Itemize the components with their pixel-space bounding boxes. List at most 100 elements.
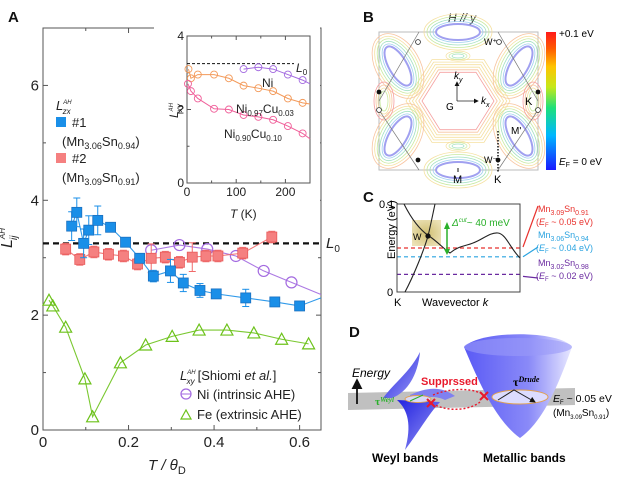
inset-x-axis-label: T (K) [230, 207, 257, 221]
gap-arrow-head-up [444, 222, 450, 229]
contour-pocket [423, 13, 493, 51]
contour-ring [418, 69, 498, 133]
band-dispersion-plot: W Δcut~ 40 meV Energy (eV) 0.1 0 K Wavev… [379, 199, 593, 309]
data-point-triangle [138, 337, 153, 351]
contour-ellipse [504, 45, 534, 87]
data-point-square [269, 296, 281, 308]
contour-pocket [429, 156, 487, 184]
energy-tick-0.1: 0.1 [379, 199, 394, 211]
data-point-square [174, 256, 185, 268]
weyl-point-filled [415, 157, 421, 163]
inset-y-axis-label: LAHxy [167, 102, 184, 118]
inset-data-point [298, 98, 307, 107]
contour-side [522, 81, 544, 121]
inset-data-point [239, 65, 248, 74]
inset-data-point [210, 70, 219, 79]
data-point-square [88, 246, 100, 258]
fermi-level-pointer [522, 246, 539, 258]
brillouin-zone-lines [378, 31, 539, 171]
y-tick-label: 0 [31, 422, 39, 439]
ef-label: EF ~ 0.05 eV [553, 393, 612, 406]
contour-ellipse [381, 113, 415, 159]
contour-ellipse [495, 105, 543, 167]
energy-label: Energy [352, 366, 391, 380]
k-point-label: K [394, 297, 402, 309]
data-point-square [177, 277, 189, 289]
weyl-point-filled [535, 89, 541, 95]
data-point-square [210, 288, 222, 300]
inset-data-point [193, 70, 202, 79]
inset-x-tick-label: 0 [184, 185, 191, 199]
legend-entry-1-formula: (Mn3.06Sn0.94) [62, 134, 140, 151]
contour-inner [448, 52, 468, 60]
legend-entry-fe: Fe (extrinsic AHE) [197, 407, 302, 422]
fermi-level-energy: (EF ~ 0.05 eV) [536, 217, 593, 229]
gap-annotation: Δcut~ 40 meV [451, 218, 510, 229]
contour-ring [415, 66, 501, 136]
data-point-circle [173, 238, 186, 252]
label-k-bottom: K [494, 174, 502, 186]
panel-label-c: C [363, 189, 374, 206]
legend-lxy: LAH xy [Shiomi et al.] Ni (intrinsic AHE) … [179, 368, 302, 422]
label-w-minus: W⁻ [484, 155, 497, 165]
data-point-triangle [165, 329, 180, 342]
suppressed-label: Supprssed [421, 376, 478, 388]
fermi-surface-map: H // y ky kx G W⁺ [371, 11, 602, 189]
inset-data-point [254, 63, 263, 72]
metallic-cone [464, 334, 572, 438]
x-tick-label: 0.6 [289, 434, 310, 451]
contour-pocket [429, 18, 487, 46]
inset-y-tick-label: 2 [177, 103, 184, 117]
fermi-level-energy: (EF ~ 0.02 eV) [536, 271, 593, 283]
weyl-point-filled [495, 157, 501, 163]
contour-ellipse [495, 35, 543, 97]
contour-ellipse [379, 110, 417, 162]
inset-data-point [269, 87, 278, 96]
legend-entry-ni: Ni (intrinsic AHE) [197, 387, 295, 402]
panel-label-d: D [349, 324, 360, 341]
contour-ellipse [497, 108, 541, 164]
inset-l0-label: L0 [296, 61, 308, 77]
data-point-triangle [45, 298, 60, 312]
contour-lines [371, 13, 546, 189]
data-point-square [266, 231, 278, 243]
data-point-circle [285, 276, 298, 289]
inset-label-ni: Ni [262, 76, 273, 90]
data-point-square [60, 243, 72, 255]
contour-ellipse [376, 38, 420, 94]
contour-ellipse [497, 38, 541, 94]
fermi-level-energy: (EF ~ 0.04 eV) [536, 243, 593, 255]
inset-data-point [269, 65, 278, 74]
contour-inner [451, 143, 465, 149]
energy-tick-0: 0 [387, 287, 393, 299]
contour-ring [411, 64, 505, 138]
inset-plot-frame [186, 35, 311, 184]
y-tick-label: 6 [31, 77, 39, 94]
inset-data-point [269, 115, 278, 124]
data-point-circle [257, 264, 270, 278]
x-tick-label: 0.2 [118, 434, 139, 451]
contour-ellipse [492, 103, 546, 169]
inset-data-point [254, 112, 263, 121]
contour-ellipse [371, 103, 425, 169]
fermi-level-compound: Mn3.02Sn0.98 [538, 258, 589, 271]
ky-label: ky [454, 71, 463, 84]
contour-inner [445, 50, 471, 62]
weyl-point-open [376, 107, 382, 113]
contour-inner [445, 140, 471, 152]
label-w-plus: W⁺ [484, 37, 497, 47]
panel-label-a: A [8, 9, 19, 26]
contour-ellipse [376, 108, 420, 164]
cross-icon [426, 398, 436, 408]
ef-compound: (Mn3.09Sn0.91) [553, 408, 609, 421]
data-point-triangle [113, 355, 128, 369]
contour-inner [448, 142, 468, 150]
contour-ellipse [374, 105, 422, 167]
legend-entry-2: #2 [72, 151, 86, 166]
band-plot-frame [396, 203, 521, 293]
tau-weyl-label: τWeyl [375, 396, 394, 408]
data-point-square [294, 300, 306, 312]
legend-lzx-title: LAH zx [56, 98, 72, 116]
data-point-square [78, 237, 90, 249]
contour-ellipse [371, 33, 425, 99]
